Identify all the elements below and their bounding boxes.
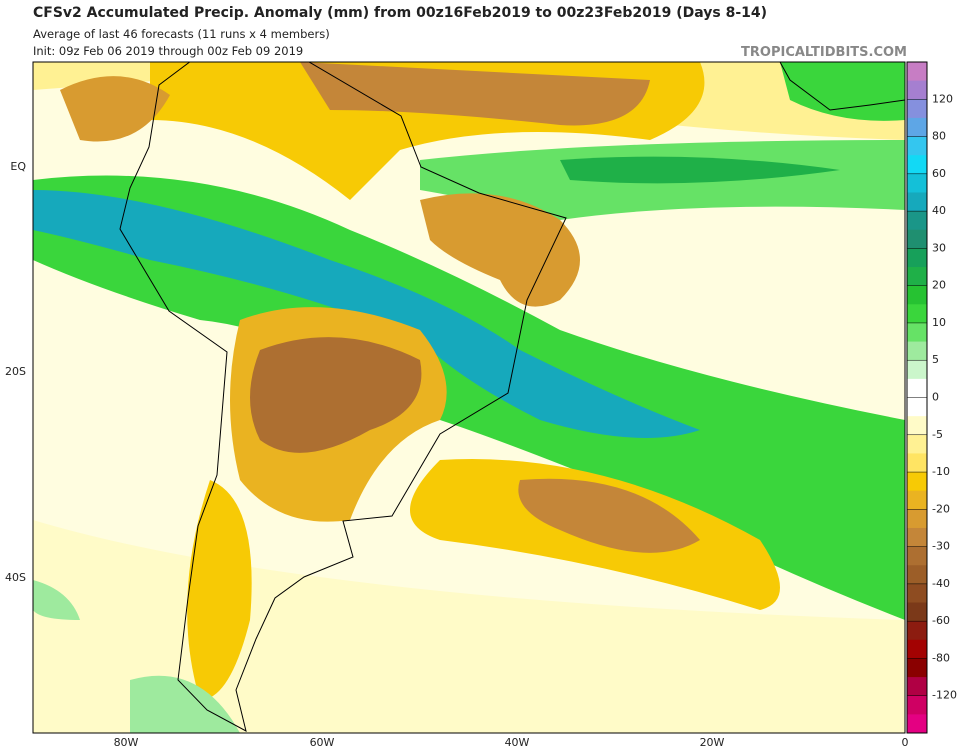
colorbar-label: -5 [932,428,943,441]
map [33,62,905,733]
colorbar-swatch [907,155,927,175]
colorbar-label: 60 [932,167,946,180]
colorbar-swatch [907,229,927,249]
colorbar-swatch [907,416,927,436]
colorbar-swatch [907,136,927,156]
colorbar-label: -30 [932,540,950,553]
colorbar-swatch [907,509,927,529]
colorbar-swatch [907,99,927,119]
colorbar-swatch [907,322,927,343]
colorbar-label: 10 [932,316,946,329]
colorbar: 120 80 60 40 30 20 10 5 0 -5 -10 -20 -30 -40 -60 -80 -12… [906,61,957,734]
colorbar-swatch [907,173,927,193]
colorbar-swatch [907,565,927,585]
colorbar-label: -120 [932,689,957,702]
colorbar-swatch [907,80,927,100]
colorbar-swatch [907,472,927,492]
colorbar-label: 40 [932,204,946,217]
colorbar-label: -60 [932,614,950,627]
colorbar-swatch [907,527,927,548]
colorbar-swatch [907,211,927,231]
colorbar-swatch [907,621,927,641]
colorbar-swatch [907,248,927,268]
colorbar-label: 0 [932,391,939,404]
colorbar-swatch [907,714,927,734]
lat-label: 20S [5,365,26,378]
colorbar-swatch [907,434,927,454]
colorbar-label: -80 [932,651,950,664]
colorbar-label: 20 [932,279,946,292]
colorbar-swatch [907,341,927,361]
lon-label: 80W [114,736,139,749]
title: CFSv2 Accumulated Precip. Anomaly (mm) f… [33,5,767,21]
subtitle: Average of last 46 forecasts (11 runs x … [33,27,330,41]
colorbar-label: -20 [932,502,950,515]
colorbar-swatch [907,546,927,566]
colorbar-swatch [907,117,927,138]
colorbar-swatch [907,639,927,659]
colorbar-swatch [907,285,927,305]
colorbar-swatch [907,453,927,473]
colorbar-label: -10 [932,465,950,478]
colorbar-swatch [907,304,927,324]
colorbar-swatch [907,62,927,82]
colorbar-label: 80 [932,130,946,143]
colorbar-label: -40 [932,577,950,590]
colorbar-swatch [907,360,927,380]
colorbar-swatch [907,677,927,697]
colorbar-label: 30 [932,241,946,254]
lat-label: 40S [5,571,26,584]
colorbar-swatch [907,695,927,715]
colorbar-label: 5 [932,353,939,366]
colorbar-swatch [907,658,927,678]
colorbar-swatch [907,602,927,622]
lon-label: 20W [700,736,725,749]
lon-label: 0 [902,736,909,749]
colorbar-swatch [907,490,927,510]
init-line: Init: 09z Feb 06 2019 through 00z Feb 09… [33,44,303,58]
colorbar-swatch [907,378,927,398]
colorbar-swatch [907,267,927,287]
lon-label: 60W [310,736,335,749]
lat-label: EQ [10,160,26,173]
colorbar-swatch [907,397,927,417]
colorbar-swatch [907,192,927,212]
watermark: TROPICALTIDBITS.COM [741,45,907,60]
lon-label: 40W [505,736,530,749]
colorbar-label: 120 [932,92,953,105]
map-frame [32,61,906,734]
colorbar-swatch [907,583,927,604]
